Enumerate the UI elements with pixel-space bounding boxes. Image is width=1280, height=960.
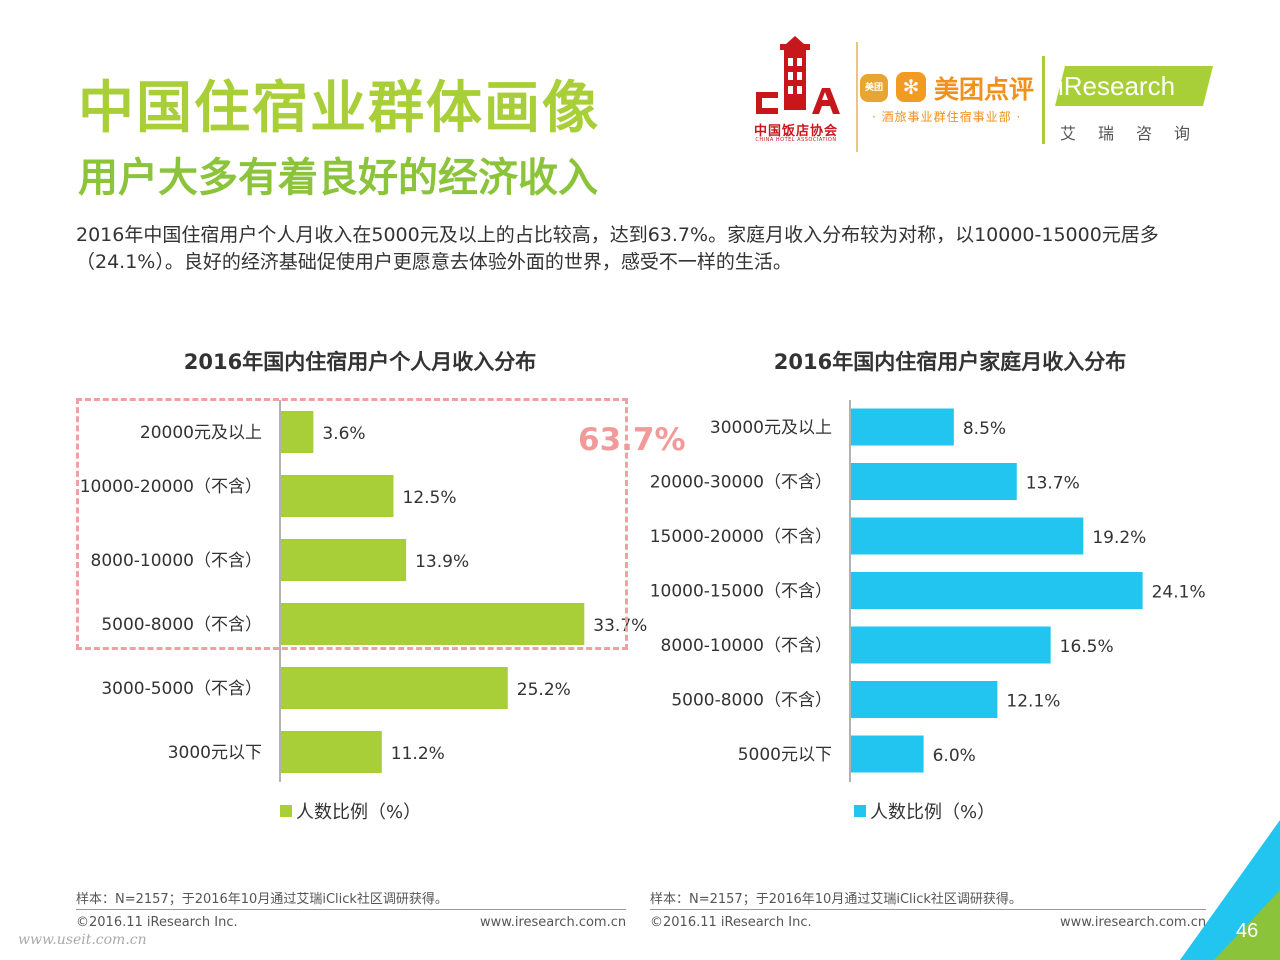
- legend-label: 人数比例（%）: [870, 802, 996, 823]
- meituan-dianping-logo: 美团 ✻ 美团点评 · 酒旅事业群住宿事业部 ·: [860, 68, 1040, 138]
- legend-label: 人数比例（%）: [296, 802, 422, 823]
- category-label: 10000-20000（不含）: [80, 477, 262, 497]
- footer-divider-left: [76, 909, 626, 910]
- sample-note-right: 样本：N=2157；于2016年10月通过艾瑞iClick社区调研获得。: [650, 892, 1022, 907]
- page-subtitle: 用户大多有着良好的经济收入: [78, 155, 598, 201]
- data-label: 12.1%: [1006, 692, 1060, 712]
- dianping-person-icon: ✻: [896, 72, 926, 102]
- bar: [851, 626, 1051, 664]
- data-label: 3.6%: [322, 424, 365, 444]
- meituan-name: 美团点评: [934, 75, 1035, 104]
- legend-swatch-blue: [854, 805, 866, 817]
- data-label: 11.2%: [391, 744, 445, 764]
- website-link-left[interactable]: www.iresearch.com.cn: [480, 915, 627, 930]
- meituan-subtitle: · 酒旅事业群住宿事业部 ·: [872, 110, 1022, 124]
- page-number: 46: [1236, 920, 1259, 942]
- footer-divider-right: [650, 909, 1206, 910]
- iresearch-name: iResearch: [1058, 71, 1176, 101]
- legend-family: 人数比例（%）: [854, 798, 995, 824]
- sample-note-left: 样本：N=2157；于2016年10月通过艾瑞iClick社区调研获得。: [76, 892, 448, 907]
- data-label: 33.7%: [593, 616, 647, 636]
- cha-english-name: CHINA HOTEL ASSOCIATION: [755, 137, 837, 143]
- iresearch-logo: iResearch 艾瑞咨询: [1054, 66, 1214, 146]
- legend-personal: 人数比例（%）: [280, 798, 421, 824]
- category-label: 5000元以下: [738, 745, 832, 765]
- page-description: 2016年中国住宿用户个人月收入在5000元及以上的占比较高，达到63.7%。家…: [76, 224, 1159, 273]
- china-hotel-association-logo: 中国饭店协会 CHINA HOTEL ASSOCIATION: [740, 36, 852, 148]
- category-label: 20000-30000（不含）: [650, 473, 832, 493]
- bar: [851, 735, 924, 773]
- category-label: 5000-8000（不含）: [671, 691, 832, 711]
- bar: [851, 517, 1084, 555]
- personal-income-chart: 3.6% 20000元及以上 12.5% 10000-20000（不含） 13.9% 80…: [80, 400, 647, 782]
- bar: [281, 603, 585, 645]
- bar: [851, 408, 954, 446]
- data-label: 16.5%: [1060, 637, 1114, 657]
- logo-strip: 中国饭店协会 CHINA HOTEL ASSOCIATION 美团 ✻ 美团点评…: [740, 36, 1220, 154]
- data-label: 25.2%: [517, 680, 571, 700]
- category-label: 8000-10000（不含）: [91, 551, 262, 571]
- copyright-left: ©2016.11 iResearch Inc.: [76, 915, 238, 930]
- chart-title-family: 2016年国内住宿用户家庭月收入分布: [773, 350, 1127, 374]
- bar: [281, 731, 382, 773]
- data-label: 8.5%: [963, 419, 1006, 439]
- data-label: 6.0%: [933, 746, 976, 766]
- highlight-dashed-box: [76, 398, 628, 650]
- cha-emblem-icon: [756, 36, 840, 114]
- corner-decoration: [1180, 820, 1280, 960]
- bar: [281, 411, 314, 453]
- category-label: 3000元以下: [168, 743, 262, 763]
- watermark-text: www.useit.com.cn: [18, 932, 147, 948]
- category-label: 20000元及以上: [140, 423, 262, 443]
- chart-title-personal: 2016年国内住宿用户个人月收入分布: [183, 350, 537, 374]
- page-title: 中国住宿业群体画像: [78, 76, 600, 141]
- category-label: 3000-5000（不含）: [101, 679, 262, 699]
- website-link-right[interactable]: www.iresearch.com.cn: [1060, 915, 1207, 930]
- bar: [281, 475, 394, 517]
- data-label: 19.2%: [1092, 528, 1146, 548]
- category-label: 30000元及以上: [710, 418, 832, 438]
- category-label: 15000-20000（不含）: [650, 527, 832, 547]
- cha-chinese-name: 中国饭店协会: [753, 124, 838, 139]
- logo-divider: [1042, 56, 1045, 144]
- data-label: 12.5%: [403, 488, 457, 508]
- bar: [851, 463, 1017, 500]
- legend-swatch-green: [280, 805, 292, 817]
- data-label: 13.7%: [1026, 474, 1080, 494]
- family-income-chart: 8.5% 30000元及以上 13.7% 20000-30000（不含） 19.2% 15…: [650, 400, 1206, 782]
- category-label: 8000-10000（不含）: [661, 636, 832, 656]
- bar: [851, 681, 998, 718]
- copyright-right: ©2016.11 iResearch Inc.: [650, 915, 812, 930]
- category-label: 10000-15000（不含）: [650, 582, 832, 602]
- meituan-badge-icon: 美团: [860, 74, 888, 102]
- highlight-callout-value: 63.7%: [578, 422, 686, 458]
- bar: [851, 572, 1143, 609]
- iresearch-chinese-name: 艾瑞咨询: [1060, 124, 1213, 143]
- category-label-line: 10000-20000（不含）: [80, 477, 262, 497]
- category-label: 5000-8000（不含）: [101, 615, 262, 635]
- bar: [281, 667, 508, 709]
- data-label: 13.9%: [415, 552, 469, 572]
- bar: [281, 539, 407, 581]
- data-label: 24.1%: [1152, 583, 1206, 603]
- logo-divider: [856, 42, 858, 152]
